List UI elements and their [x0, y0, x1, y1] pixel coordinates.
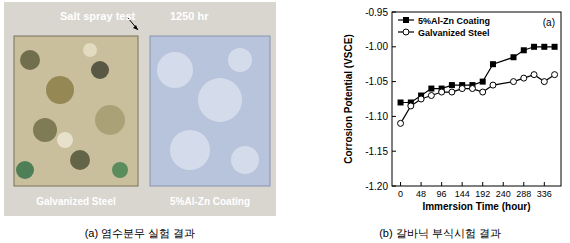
y-tick [392, 81, 396, 82]
marker [490, 61, 496, 67]
marker [398, 120, 404, 126]
x-tick-label: 240 [496, 189, 511, 199]
legend-marker [403, 17, 409, 23]
marker [521, 47, 527, 53]
coating-texture [170, 130, 210, 170]
x-tick [400, 182, 401, 186]
x-tick-label: 96 [437, 189, 447, 199]
y-tick [392, 186, 396, 187]
marker [552, 44, 558, 50]
coating-texture [198, 78, 242, 122]
caption: (a) 염수분무 실험 결과 [85, 227, 196, 239]
x-tick-label: 336 [537, 189, 552, 199]
x-tick [421, 182, 422, 186]
figure: Salt spray test1250 hrGalvanized Steel5%… [0, 0, 570, 243]
marker [541, 79, 547, 85]
marker [490, 82, 496, 88]
x-tick [544, 182, 545, 186]
coating-texture [157, 52, 193, 88]
marker [531, 44, 537, 50]
marker [531, 72, 537, 78]
marker [428, 86, 434, 92]
corrosion-spot [33, 118, 57, 142]
x-tick [462, 182, 463, 186]
corrosion-spot [16, 161, 34, 179]
photo-label: 5%Al-Zn Coating [170, 196, 250, 207]
corrosion-spot [20, 50, 40, 70]
corrosion-spot [91, 61, 109, 79]
marker [521, 75, 527, 81]
legend-label: 5%Al-Zn Coating [418, 16, 490, 26]
y-tick-label: -1.15 [365, 146, 388, 157]
series-line [401, 47, 555, 103]
marker [398, 99, 404, 105]
marker [449, 89, 455, 95]
y-tick [392, 12, 396, 13]
marker [552, 72, 558, 78]
marker [480, 79, 486, 85]
canvas: Salt spray test1250 hrGalvanized Steel5%… [0, 0, 570, 243]
photo-title: Salt spray test [60, 10, 136, 22]
corrosion-spot [70, 150, 90, 170]
marker [511, 54, 517, 60]
marker [428, 93, 434, 99]
coating-texture [231, 146, 259, 174]
y-tick-label: -1.00 [365, 41, 388, 52]
y-tick-label: -0.95 [365, 7, 388, 18]
photo-label: Galvanized Steel [36, 196, 116, 207]
photo-background [4, 2, 276, 216]
marker [439, 89, 445, 95]
x-tick-label: 144 [455, 189, 470, 199]
data-layer [398, 44, 558, 127]
legend-marker [403, 29, 409, 35]
x-tick-label: 48 [416, 189, 426, 199]
series-line [401, 75, 555, 124]
arrow-head [133, 25, 138, 30]
x-tick-label: 0 [398, 189, 403, 199]
x-axis-label: Immersion Time (hour) [422, 201, 530, 212]
marker [449, 82, 455, 88]
marker [469, 86, 475, 92]
chart: -1.20 -1.15 -1.10 -1.05 -1.00 -0.95 0 48 96 144 19… [343, 7, 561, 213]
y-tick [392, 151, 396, 152]
caption: (b) 갈바닉 부식시험 결과 [379, 227, 501, 239]
corrosion-spot [83, 43, 97, 57]
marker [408, 103, 414, 109]
y-tick-label: -1.20 [365, 181, 388, 192]
corrosion-spot [112, 162, 128, 178]
corrosion-spot [46, 76, 74, 104]
y-tick [392, 46, 396, 47]
plot-frame [392, 12, 561, 186]
y-axis-label: Corrosion Potential (VSCE) [343, 34, 354, 163]
annotation: (a) [543, 17, 555, 28]
plate-alzn [150, 36, 270, 186]
legend-label: Galvanized Steel [418, 28, 490, 38]
marker [511, 79, 517, 85]
y-tick [392, 116, 396, 117]
x-tick [503, 182, 504, 186]
plate-galvanized [14, 36, 138, 186]
x-tick [523, 182, 524, 186]
x-tick [482, 182, 483, 186]
x-tick [441, 182, 442, 186]
coating-texture [228, 48, 252, 72]
x-tick-label: 192 [475, 189, 490, 199]
photo-panel: Salt spray test 1250 hr Galvanized Steel 5%… [4, 2, 276, 216]
marker [541, 44, 547, 50]
corrosion-spot [95, 105, 125, 135]
y-tick-label: -1.05 [365, 76, 388, 87]
marker [459, 86, 465, 92]
legend: 5%Al-Zn Coating Galvanized Steel [398, 16, 490, 38]
marker [480, 89, 486, 95]
x-tick-label: 288 [516, 189, 531, 199]
corrosion-spot [57, 132, 73, 148]
marker [418, 96, 424, 102]
y-tick-label: -1.10 [365, 111, 388, 122]
photo-duration: 1250 hr [170, 10, 209, 22]
